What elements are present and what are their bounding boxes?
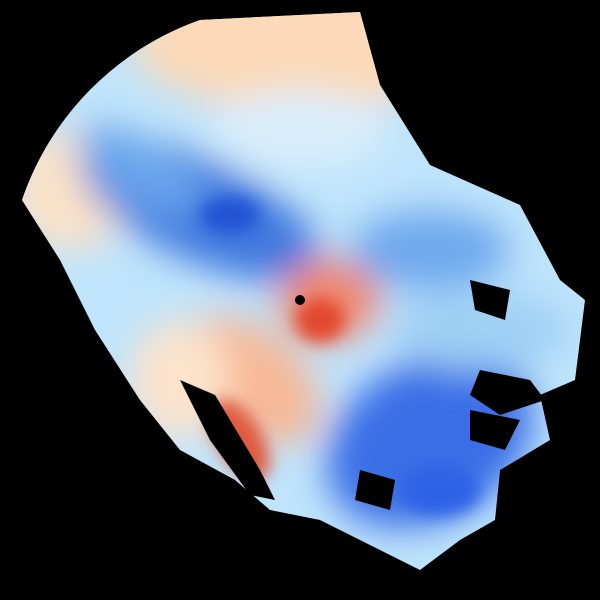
weak-north — [210, 90, 390, 170]
gap — [355, 470, 395, 510]
gap — [470, 410, 520, 450]
radar-site — [295, 295, 305, 305]
outbound-max — [200, 197, 260, 233]
gap — [180, 380, 275, 500]
gap — [470, 370, 545, 415]
inbound-max — [295, 298, 345, 342]
outbound-east — [390, 290, 570, 370]
outbound-south — [400, 465, 480, 515]
outbound-northeast — [350, 210, 510, 290]
outbound-band-west — [77, 126, 203, 214]
gap — [470, 280, 510, 320]
clutter-gaps — [180, 280, 545, 510]
